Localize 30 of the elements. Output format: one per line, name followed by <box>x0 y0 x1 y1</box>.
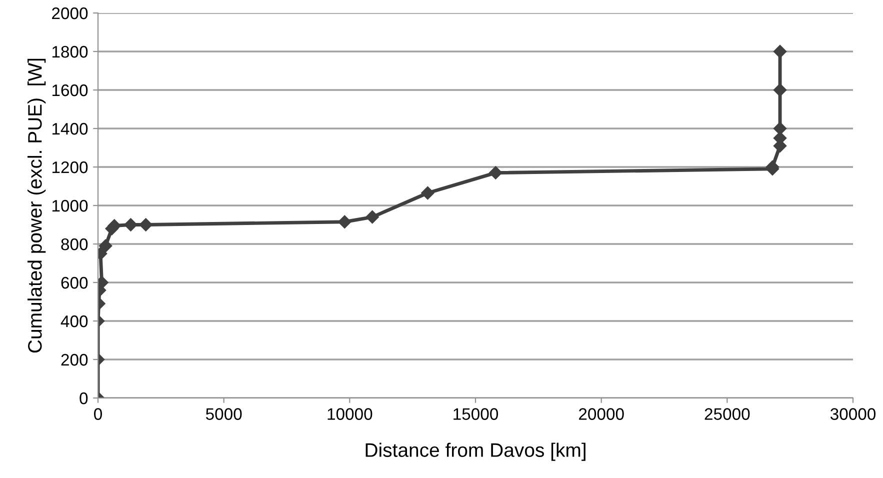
y-tick-label: 0 <box>80 392 88 404</box>
point <box>773 122 787 136</box>
x-tick-label: 20000 <box>579 408 624 420</box>
point <box>773 44 787 58</box>
point <box>139 218 152 232</box>
x-tick-label: 10000 <box>328 408 372 420</box>
x-tick-label: 30000 <box>830 408 876 420</box>
y-tick-label: 1600 <box>52 84 88 96</box>
y-tick-label: 200 <box>61 354 88 366</box>
point <box>98 239 112 253</box>
y-tick-label: 400 <box>60 315 88 328</box>
y-tick-label: 1000 <box>52 200 88 212</box>
point <box>366 210 379 224</box>
y-tick-label: 600 <box>61 276 88 289</box>
x-tick-label: 25000 <box>704 408 750 420</box>
point <box>338 215 352 228</box>
point <box>489 166 502 180</box>
y-tick-label: 1200 <box>52 161 88 174</box>
x-tick-label: 15000 <box>454 408 498 420</box>
y-tick-label: 1800 <box>52 46 88 58</box>
point <box>124 218 138 232</box>
x-tick-label: 0 <box>94 408 102 420</box>
y-tick-label: 1400 <box>52 122 88 135</box>
x-axis-title: Distance from Davos [km] <box>366 442 586 461</box>
y-axis-title: Cumulated power (excl. PUE) [W] <box>28 58 46 353</box>
y-tick-label: 800 <box>61 238 88 250</box>
y-tick-label: 2000 <box>52 7 88 20</box>
point <box>773 83 787 97</box>
point <box>421 186 434 200</box>
x-tick-label: 5000 <box>206 408 242 420</box>
